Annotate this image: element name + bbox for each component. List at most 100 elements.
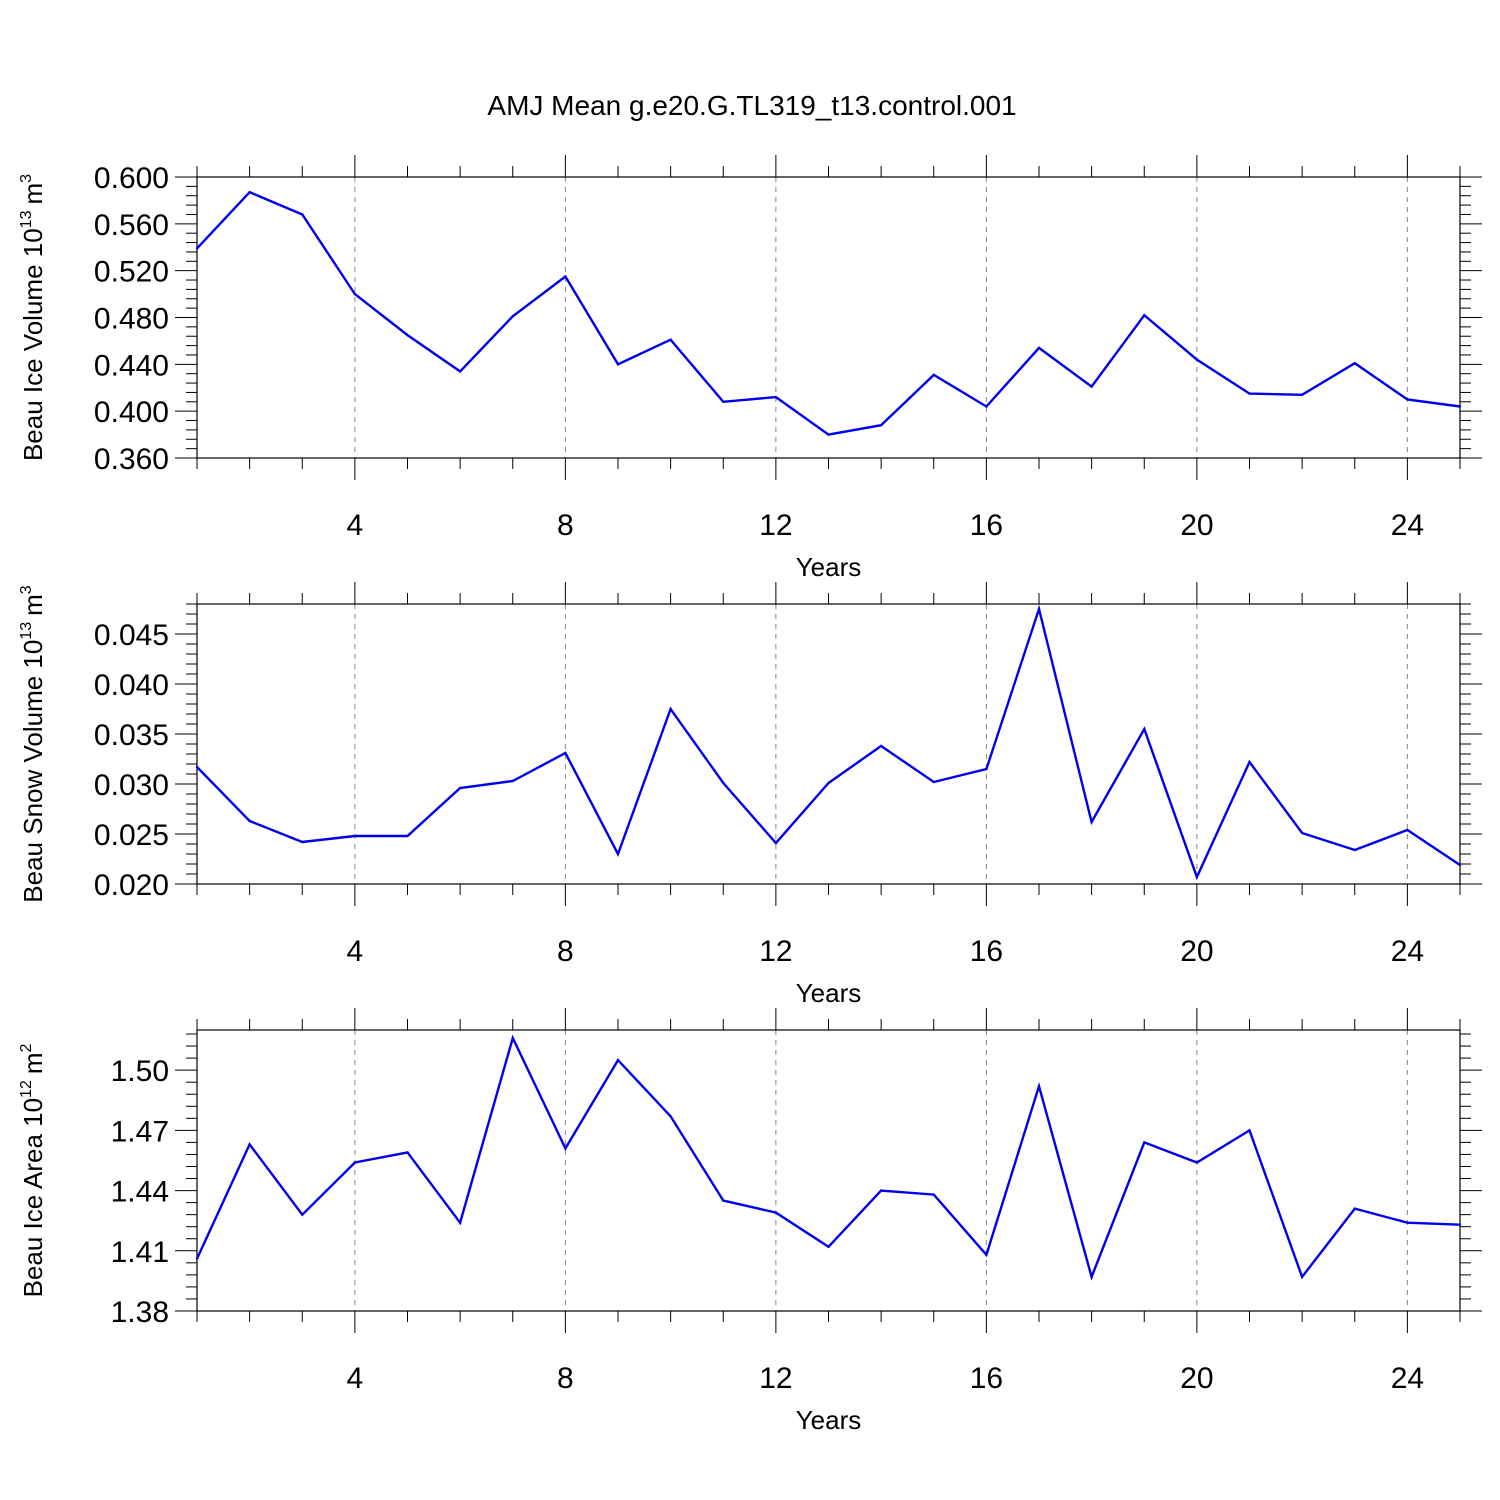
x-axis-label: Years bbox=[796, 978, 862, 1008]
x-tick-label: 4 bbox=[347, 935, 364, 968]
data-point bbox=[1037, 346, 1041, 350]
data-point bbox=[879, 744, 883, 748]
y-tick-label: 0.440 bbox=[94, 349, 169, 382]
x-tick-label: 20 bbox=[1180, 935, 1213, 968]
y-axis-label-exponent: 13 bbox=[18, 622, 35, 640]
y-tick-label: 1.38 bbox=[111, 1296, 169, 1329]
data-point bbox=[722, 400, 725, 403]
data-point bbox=[353, 834, 357, 838]
data-point bbox=[985, 405, 988, 408]
x-tick-label: 20 bbox=[1180, 509, 1213, 542]
x-tick-label: 16 bbox=[970, 509, 1003, 542]
x-tick-label: 4 bbox=[347, 509, 364, 542]
y-tick-label: 0.400 bbox=[94, 396, 169, 429]
series-line bbox=[196, 190, 1461, 436]
data-point bbox=[195, 1257, 199, 1261]
x-tick-label: 8 bbox=[557, 509, 574, 542]
data-point bbox=[1406, 1221, 1409, 1224]
data-point bbox=[669, 1115, 672, 1118]
data-point bbox=[1458, 1223, 1462, 1226]
y-axis-label-main: Beau Ice Area 10 bbox=[18, 1098, 48, 1297]
chart-title: AMJ Mean g.e20.G.TL319_t13.control.001 bbox=[487, 90, 1016, 121]
data-point bbox=[1248, 1129, 1251, 1132]
x-tick-label: 4 bbox=[347, 1362, 364, 1395]
panel-1: 4 8 12 16 20 24 0.360 0.400 0.440 0.480 0.520 0.560… bbox=[18, 155, 1482, 582]
data-point bbox=[1406, 398, 1409, 401]
data-point bbox=[616, 1058, 620, 1062]
y-axis-label-unit-exponent: 3 bbox=[18, 174, 35, 183]
data-point bbox=[1248, 392, 1251, 395]
data-point bbox=[985, 767, 988, 771]
data-point bbox=[511, 315, 514, 318]
y-axis-label-unit: m bbox=[18, 594, 48, 616]
series-line bbox=[196, 604, 1461, 881]
y-axis-label-unit-exponent: 2 bbox=[18, 1043, 35, 1052]
data-point bbox=[1353, 1207, 1356, 1210]
data-point bbox=[511, 779, 514, 783]
y-tick-label: 0.480 bbox=[94, 303, 169, 336]
data-point bbox=[879, 1189, 883, 1192]
data-point bbox=[669, 707, 672, 711]
data-point bbox=[827, 433, 830, 436]
data-point bbox=[406, 333, 409, 337]
data-point bbox=[1300, 393, 1304, 396]
x-tick-label: 12 bbox=[759, 509, 792, 542]
data-point bbox=[564, 751, 567, 755]
data-point bbox=[1195, 1161, 1199, 1164]
data-point bbox=[722, 781, 725, 785]
data-point bbox=[827, 1245, 830, 1248]
data-point bbox=[248, 1143, 251, 1146]
data-point bbox=[1090, 820, 1093, 824]
y-tick-label: 1.47 bbox=[111, 1115, 169, 1148]
x-tick-label: 8 bbox=[557, 1362, 574, 1395]
data-point bbox=[722, 1199, 725, 1202]
data-point bbox=[458, 370, 462, 373]
data-point bbox=[774, 395, 778, 399]
x-tick-label: 24 bbox=[1391, 935, 1424, 968]
y-axis-label-unit: m bbox=[18, 183, 48, 205]
data-point bbox=[932, 373, 935, 377]
y-tick-label: 0.020 bbox=[94, 869, 169, 902]
data-point bbox=[248, 819, 251, 823]
y-tick-label: 1.41 bbox=[111, 1236, 169, 1269]
y-tick-label: 0.360 bbox=[94, 443, 169, 476]
x-tick-label: 16 bbox=[970, 935, 1003, 968]
y-axis-label: Beau Ice Area 1012 m2 bbox=[18, 1043, 48, 1297]
y-axis-label-main: Beau Ice Volume 10 bbox=[18, 228, 48, 461]
data-point bbox=[1143, 727, 1146, 731]
series-line bbox=[195, 1034, 1461, 1281]
y-axis-label-unit: m bbox=[18, 1052, 48, 1074]
data-point bbox=[353, 292, 357, 296]
data-point bbox=[1300, 831, 1304, 835]
data-point bbox=[564, 275, 567, 278]
y-tick-label: 0.035 bbox=[94, 719, 169, 752]
data-point bbox=[511, 1036, 514, 1040]
y-axis-label: Beau Snow Volume 1013 m3 bbox=[18, 585, 48, 903]
y-axis-label: Beau Ice Volume 1013 m3 bbox=[18, 174, 48, 461]
x-tick-label: 16 bbox=[970, 1362, 1003, 1395]
x-tick-label: 20 bbox=[1180, 1362, 1213, 1395]
data-point bbox=[879, 424, 883, 427]
data-point bbox=[1353, 361, 1356, 365]
data-point bbox=[301, 213, 304, 216]
x-tick-label: 12 bbox=[759, 1362, 792, 1395]
data-point bbox=[932, 1193, 935, 1196]
data-point bbox=[406, 1151, 409, 1154]
data-point bbox=[1037, 1085, 1041, 1088]
data-point bbox=[1143, 313, 1146, 317]
panel-2: 4 8 12 16 20 24 0.020 0.025 0.030 0.035 0.040 0.045… bbox=[18, 582, 1482, 1008]
data-point bbox=[827, 781, 830, 785]
x-tick-label: 24 bbox=[1391, 1362, 1424, 1395]
y-tick-label: 1.44 bbox=[111, 1176, 169, 1209]
plot-frame bbox=[196, 1029, 1461, 1312]
data-point bbox=[932, 780, 935, 784]
x-tick-label: 24 bbox=[1391, 509, 1424, 542]
data-point bbox=[353, 1161, 357, 1164]
data-point bbox=[1300, 1275, 1304, 1279]
data-point bbox=[195, 765, 199, 769]
data-point bbox=[301, 840, 304, 844]
panel-3: 4 8 12 16 20 24 1.38 1.41 1.44 1.47 1.50 Years Beau … bbox=[18, 1008, 1482, 1435]
data-point bbox=[195, 247, 199, 250]
data-point bbox=[1195, 875, 1199, 879]
